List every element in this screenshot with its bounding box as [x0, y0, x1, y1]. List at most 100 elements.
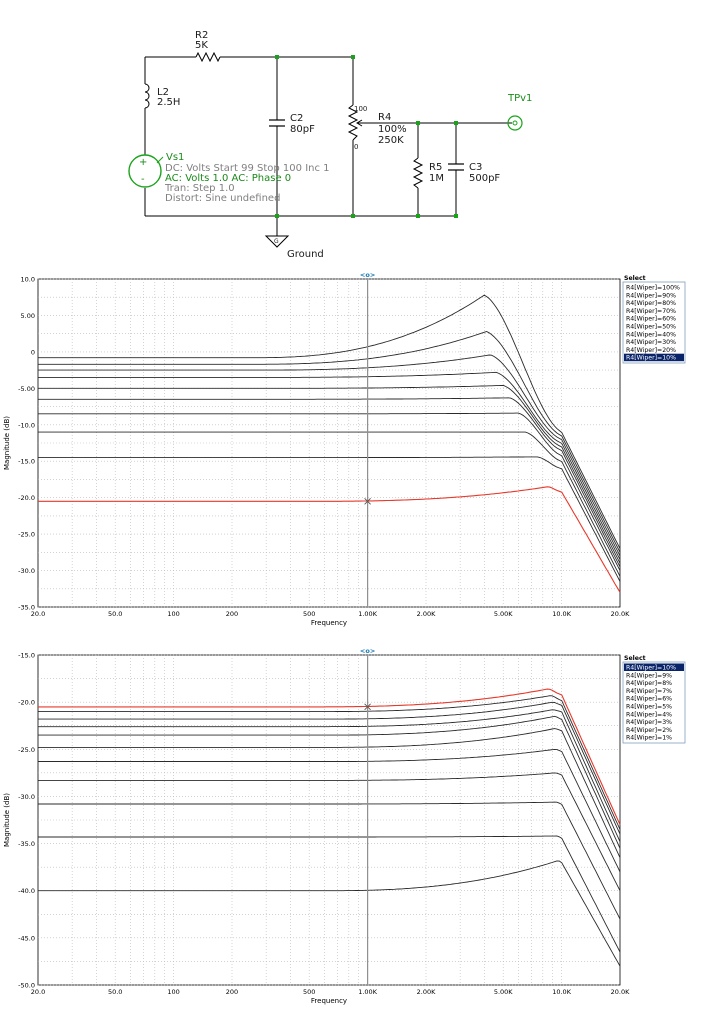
label-vs1-tran: Tran: Step 1.0	[164, 183, 235, 194]
source-minus-sign: -	[141, 174, 145, 185]
series-group	[38, 294, 621, 593]
label-r4-top: 100	[354, 105, 367, 113]
y-tick-label: -35.0	[18, 840, 35, 848]
x-tick-label: 500	[303, 988, 315, 996]
label-r4-value: 250K	[378, 135, 404, 146]
legend-item[interactable]: R4[Wiper]=80%	[626, 300, 676, 307]
y-axis-title: Magnitude (dB)	[3, 416, 11, 470]
series-line[interactable]	[38, 354, 621, 557]
label-c3-value: 500pF	[469, 173, 500, 184]
series-line[interactable]	[38, 412, 621, 571]
legend-item[interactable]: R4[Wiper]=40%	[626, 331, 676, 338]
legend-item[interactable]: R4[Wiper]=70%	[626, 308, 676, 315]
legend-item[interactable]: R4[Wiper]=9%	[626, 672, 672, 679]
series-line[interactable]	[38, 715, 621, 849]
x-tick-label: 5.00K	[494, 610, 513, 618]
y-tick-label: 5.00	[21, 312, 35, 320]
legend-item[interactable]: R4[Wiper]=3%	[626, 719, 672, 726]
x-tick-label: 500	[303, 610, 315, 618]
label-r5-name: R5	[429, 162, 442, 173]
grid	[38, 278, 620, 608]
x-tick-label: 50.0	[108, 988, 122, 996]
legend-title: Select	[624, 655, 646, 662]
label-r4-pct: 100%	[378, 124, 407, 135]
series-line[interactable]	[38, 385, 621, 564]
label-ground: Ground	[287, 249, 324, 260]
x-tick-label: 200	[226, 988, 238, 996]
resistor-r5	[412, 157, 424, 189]
legend-item[interactable]: R4[Wiper]=20%	[626, 347, 676, 354]
series-group	[38, 688, 621, 967]
y-tick-label: -20.0	[18, 699, 35, 707]
x-tick-label: 2.00K	[417, 610, 436, 618]
x-tick-label: 1.00K	[358, 988, 377, 996]
test-point-center	[512, 120, 518, 126]
legend-title: Select	[624, 275, 646, 282]
series-line[interactable]	[38, 860, 621, 967]
legend-item[interactable]: R4[Wiper]=4%	[626, 711, 672, 718]
legend-item[interactable]: R4[Wiper]=10%	[626, 355, 676, 362]
legend-box	[622, 281, 686, 364]
series-line[interactable]	[38, 748, 621, 873]
series-line[interactable]	[38, 371, 621, 560]
y-tick-label: -25.0	[18, 746, 35, 754]
cursor-handle-label[interactable]: <o>	[360, 647, 375, 655]
legend-item[interactable]: R4[Wiper]=8%	[626, 680, 672, 687]
y-tick-label: -40.0	[18, 887, 35, 895]
x-axis-title: Frequency	[311, 997, 347, 1005]
legend-item[interactable]: R4[Wiper]=7%	[626, 688, 672, 695]
label-l2-name: L2	[157, 87, 169, 98]
legend-item[interactable]: R4[Wiper]=2%	[626, 727, 672, 734]
legend-selected-highlight	[624, 663, 684, 671]
legend-item[interactable]: R4[Wiper]=10%	[626, 665, 676, 672]
label-l2-value: 2.5H	[157, 97, 180, 108]
ground-letter: G	[274, 238, 279, 245]
series-line[interactable]	[38, 294, 621, 549]
y-tick-label: -45.0	[18, 934, 35, 942]
x-tick-label: 2.00K	[417, 988, 436, 996]
series-line[interactable]	[38, 331, 621, 553]
legend-item[interactable]: R4[Wiper]=60%	[626, 316, 676, 323]
schematic-wires	[144, 56, 512, 236]
series-line[interactable]	[38, 431, 621, 577]
x-tick-label: 1.00K	[358, 610, 377, 618]
y-tick-label: 0	[31, 348, 35, 356]
x-tick-label: 10.0K	[552, 988, 571, 996]
label-vs1-dc: DC: Volts Start 99 Stop 100 Inc 1	[165, 163, 330, 174]
schematic: + - G R2 5K L2 2.5H C2 80pF 100 R4 100% …	[128, 30, 532, 260]
series-line[interactable]	[38, 835, 621, 953]
label-vs1-distort: Distort: Sine undefined	[165, 193, 280, 204]
legend-item[interactable]: R4[Wiper]=100%	[626, 285, 680, 292]
series-line[interactable]	[38, 456, 621, 582]
grid	[38, 654, 620, 986]
legend-item[interactable]: R4[Wiper]=30%	[626, 339, 676, 346]
legend-item[interactable]: R4[Wiper]=5%	[626, 704, 672, 711]
series-line[interactable]	[38, 701, 621, 835]
inductor-l2	[144, 83, 150, 109]
legend-selected-highlight	[624, 353, 684, 362]
series-line[interactable]	[38, 397, 621, 568]
series-line[interactable]	[38, 728, 621, 858]
cursor-marker	[364, 497, 371, 505]
series-line[interactable]	[38, 772, 621, 891]
series-line[interactable]	[38, 688, 621, 825]
series-line[interactable]	[38, 709, 621, 842]
legend-item[interactable]: R4[Wiper]=50%	[626, 324, 676, 331]
series-line[interactable]	[38, 486, 621, 593]
x-tick-label: 20.0	[31, 610, 45, 618]
y-tick-label: -15.0	[18, 458, 35, 466]
cursor-handle-label[interactable]: <o>	[360, 271, 375, 279]
x-tick-label: 100	[167, 610, 179, 618]
y-tick-label: -50.0	[18, 982, 35, 990]
source-arrow	[156, 156, 164, 164]
label-r4-name: R4	[378, 112, 391, 123]
x-tick-label: 100	[167, 988, 179, 996]
label-r2-name: R2	[195, 30, 208, 41]
legend-item[interactable]: R4[Wiper]=1%	[626, 735, 672, 742]
legend-item[interactable]: R4[Wiper]=6%	[626, 696, 672, 703]
series-line[interactable]	[38, 801, 621, 920]
legend-item[interactable]: R4[Wiper]=90%	[626, 292, 676, 299]
series-line[interactable]	[38, 695, 621, 830]
